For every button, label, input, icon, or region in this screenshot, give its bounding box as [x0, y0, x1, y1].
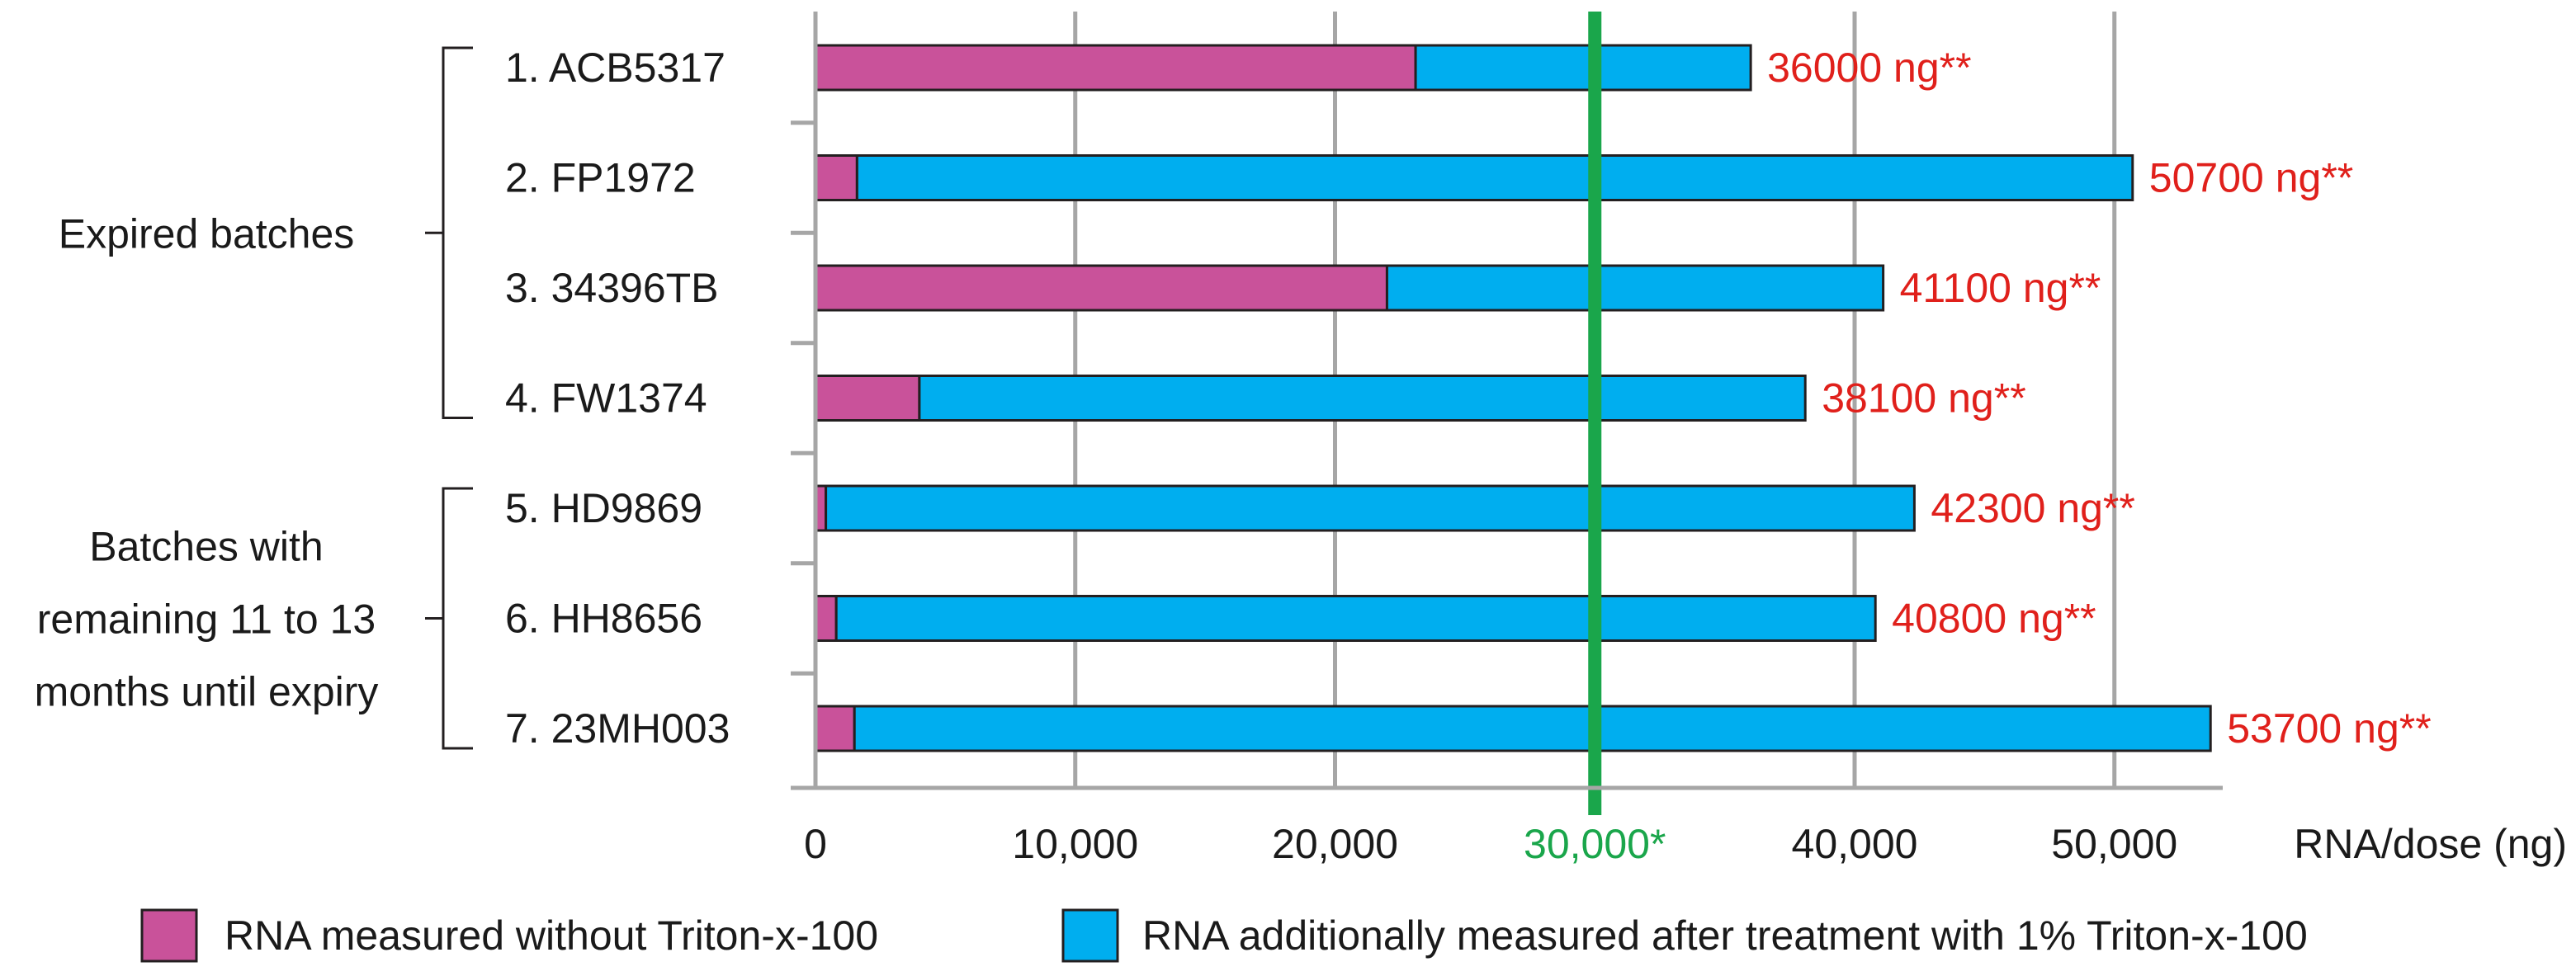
bar-segment-series2 — [825, 484, 1916, 532]
legend: RNA measured without Triton-x-100 RNA add… — [140, 908, 2308, 963]
group-label: Expired batches — [59, 210, 355, 257]
x-tick-label: 50,000 — [2051, 821, 2177, 867]
bar-segment-series2 — [1385, 264, 1885, 312]
bar-segment-series1 — [814, 44, 1417, 92]
legend-swatch-series1 — [140, 908, 198, 963]
bar-segment-series2 — [918, 375, 1807, 422]
x-tick-label: 40,000 — [1792, 821, 1918, 867]
group-brackets: Expired batches Batches with remaining 11 … — [35, 46, 473, 750]
data-label: 53700 ng** — [2227, 705, 2431, 752]
legend-swatch-series2 — [1061, 908, 1119, 963]
category-label: 5. HD9869 — [505, 485, 702, 531]
category-label: 6. HH8656 — [505, 596, 702, 642]
labels: 1. ACB5317 36000 ng** 2. FP1972 50700 ng** 3… — [505, 45, 2567, 867]
group-bracket — [442, 46, 473, 419]
group-bracket — [442, 487, 473, 750]
category-label: 7. 23MH003 — [505, 705, 730, 752]
bar-segment-series2 — [834, 595, 1877, 642]
data-label: 38100 ng** — [1822, 375, 2025, 422]
legend-label-series2: RNA additionally measured after treatmen… — [1142, 912, 2308, 959]
bar-segment-series2 — [1414, 44, 1752, 92]
x-tick-label: 10,000 — [1012, 821, 1138, 867]
bar-segment-series1 — [814, 375, 921, 422]
group-label: months until expiry — [35, 669, 379, 715]
bar-segment-series1 — [814, 705, 856, 752]
legend-label-series1: RNA measured without Triton-x-100 — [225, 912, 878, 959]
group-label: remaining 11 to 13 — [37, 596, 376, 643]
data-label: 40800 ng** — [1892, 596, 2096, 642]
category-label: 4. FW1374 — [505, 375, 707, 422]
bar-segment-series1 — [814, 154, 858, 201]
x-tick-label: 0 — [804, 821, 827, 867]
category-label: 1. ACB5317 — [505, 45, 726, 91]
bar-segment-series1 — [814, 595, 838, 642]
bars — [814, 44, 2212, 752]
group-label: Batches with — [89, 524, 323, 570]
bar-segment-series1 — [814, 264, 1388, 312]
bar-segment-series2 — [853, 705, 2212, 752]
x-tick-label: 20,000 — [1272, 821, 1398, 867]
data-label: 41100 ng** — [1900, 265, 2101, 311]
category-label: 3. 34396TB — [505, 265, 719, 311]
bar-segment-series2 — [855, 154, 2134, 201]
data-label: 50700 ng** — [2149, 155, 2353, 201]
category-label: 2. FP1972 — [505, 155, 696, 201]
x-tick-label: 30,000* — [1524, 821, 1666, 867]
x-axis-title: RNA/dose (ng) — [2294, 821, 2567, 867]
axes — [791, 12, 2223, 790]
data-label: 42300 ng** — [1931, 485, 2134, 531]
data-label: 36000 ng** — [1767, 45, 1971, 91]
